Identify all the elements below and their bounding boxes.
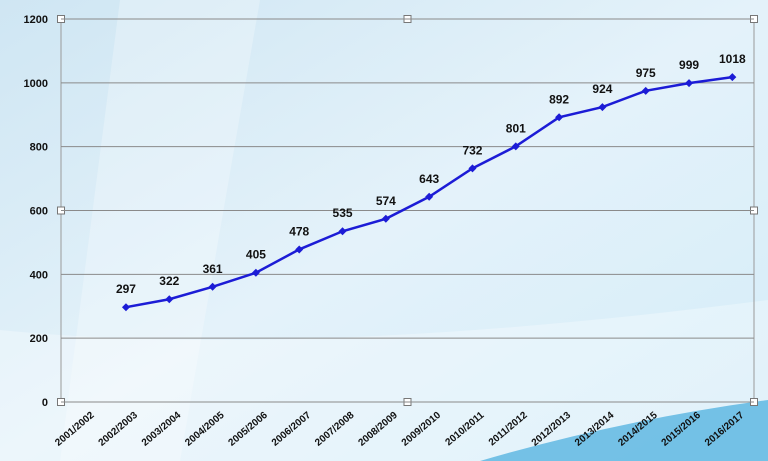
data-label: 999: [679, 58, 699, 72]
y-tick-label: 1200: [24, 14, 48, 26]
data-label: 478: [289, 224, 309, 238]
data-label: 732: [462, 143, 482, 157]
marker: [598, 103, 607, 112]
marker: [641, 86, 650, 95]
data-label: 975: [636, 66, 656, 80]
data-label: 643: [419, 172, 439, 186]
y-tick-label: 600: [30, 206, 48, 218]
marker: [295, 245, 304, 254]
data-label: 405: [246, 248, 266, 262]
data-label: 322: [159, 274, 179, 288]
marker: [121, 303, 130, 312]
y-tick-label: 800: [30, 142, 48, 154]
data-label: 574: [376, 194, 396, 208]
background-shape: [60, 0, 260, 461]
marker: [555, 113, 564, 122]
marker: [208, 282, 217, 291]
data-label: 1018: [719, 52, 746, 66]
data-label: 297: [116, 282, 136, 296]
marker: [251, 268, 260, 277]
y-tick-label: 200: [30, 333, 48, 345]
marker: [381, 214, 390, 223]
y-tick-label: 0: [42, 397, 48, 409]
marker: [338, 227, 347, 236]
y-tick-label: 1000: [24, 78, 48, 90]
marker: [511, 142, 520, 151]
data-label: 892: [549, 92, 569, 106]
marker: [468, 164, 477, 173]
background-shape: [480, 400, 768, 461]
data-label: 535: [333, 206, 353, 220]
background-shape: [0, 300, 768, 461]
marker: [425, 192, 434, 201]
data-label: 361: [203, 262, 223, 276]
marker: [165, 295, 174, 304]
marker: [728, 73, 737, 82]
marker: [685, 79, 694, 88]
data-label: 801: [506, 121, 526, 135]
data-label: 924: [592, 82, 612, 96]
y-tick-label: 400: [30, 269, 48, 281]
